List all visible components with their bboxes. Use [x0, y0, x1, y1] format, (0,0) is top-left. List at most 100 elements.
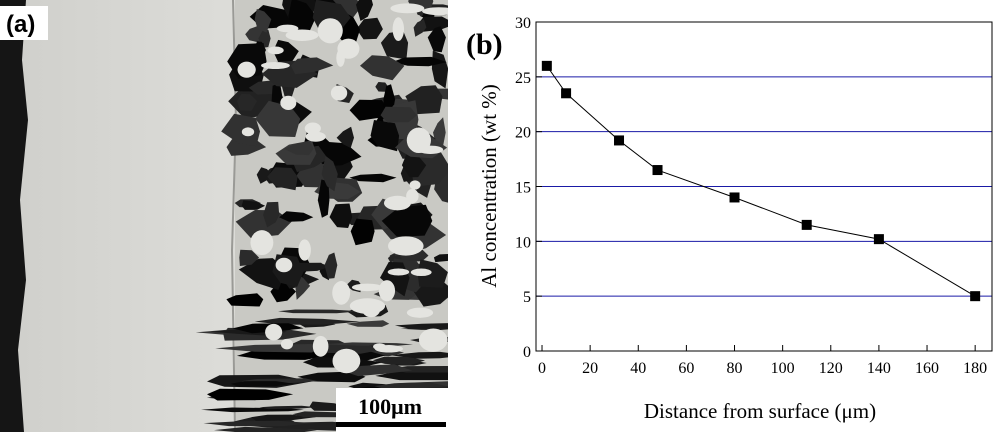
grain: [279, 211, 314, 222]
grain: [256, 167, 272, 184]
grain-light: [332, 348, 361, 374]
mount-edge: [0, 0, 28, 432]
x-tick-label: 60: [678, 360, 694, 377]
grain: [251, 414, 317, 422]
grain: [346, 320, 390, 327]
grain: [427, 26, 446, 53]
grain: [433, 253, 448, 263]
grain: [329, 203, 353, 228]
grain: [349, 99, 389, 121]
grain: [214, 426, 317, 432]
grain-light: [417, 145, 444, 154]
x-tick-label: 160: [915, 360, 939, 377]
plot-frame: [535, 21, 993, 352]
grain-light: [410, 268, 432, 277]
y-tick-label: 0: [523, 344, 531, 361]
grain-light: [330, 85, 348, 101]
grain: [321, 155, 338, 192]
grain: [380, 106, 417, 123]
grain: [221, 113, 260, 147]
marker: [970, 291, 981, 302]
grain-light: [332, 281, 351, 305]
grain-light: [392, 17, 405, 42]
grain-light: [305, 131, 326, 142]
grain-light: [349, 298, 386, 314]
grain-light: [422, 7, 448, 16]
grain: [433, 117, 446, 148]
grain: [317, 179, 330, 218]
grain-light: [373, 343, 386, 350]
grain: [267, 167, 298, 191]
x-axis-label: Distance from surface (μm): [644, 399, 876, 423]
grain: [226, 293, 264, 307]
grain: [215, 344, 324, 353]
grain: [356, 0, 373, 21]
grain-light: [280, 338, 294, 350]
grain: [236, 93, 258, 111]
grain: [356, 17, 383, 40]
scale-bar-label: 100μm: [358, 394, 422, 419]
grain: [375, 371, 448, 381]
grain: [259, 405, 317, 410]
grain-light: [280, 95, 297, 110]
grain: [203, 420, 314, 427]
grain: [417, 259, 448, 288]
grain: [254, 317, 361, 325]
marker: [561, 88, 572, 99]
x-tick-label: 120: [819, 360, 843, 377]
panel-label: (b): [466, 28, 503, 61]
marker: [801, 219, 812, 230]
y-axis-label: Al concentration (wt %): [477, 84, 501, 288]
panel-label: (a): [6, 11, 35, 38]
grain: [227, 43, 267, 79]
series-line: [546, 65, 976, 297]
x-tick-label: 80: [727, 360, 743, 377]
grain-light: [265, 323, 283, 341]
grain: [284, 141, 314, 156]
grain: [413, 19, 427, 37]
grain: [350, 218, 375, 246]
grain-light: [378, 280, 396, 302]
grain: [278, 309, 361, 314]
grain: [324, 252, 338, 279]
grain: [394, 323, 448, 329]
grain-light: [304, 122, 321, 135]
y-tick-label: 30: [515, 15, 531, 32]
grain-light: [406, 307, 434, 318]
y-tick-label: 10: [515, 234, 531, 251]
grain-light: [241, 127, 255, 137]
scale-bar: [336, 422, 446, 427]
grain-light: [390, 3, 425, 14]
y-tick-label: 15: [515, 180, 531, 197]
grain-light: [267, 46, 284, 55]
grain-light: [409, 180, 421, 190]
grain-light: [406, 188, 419, 204]
grain-light: [317, 18, 343, 44]
x-tick-label: 100: [771, 360, 795, 377]
grain: [349, 173, 397, 183]
grain-light: [261, 61, 290, 69]
grain-light: [387, 268, 410, 276]
grain: [370, 120, 400, 152]
grain: [401, 149, 427, 178]
marker: [652, 165, 663, 176]
grain-light: [237, 61, 256, 78]
y-tick-label: 25: [515, 70, 531, 87]
grain-light: [275, 257, 293, 273]
grain-light: [312, 335, 329, 357]
marker: [873, 234, 884, 245]
grain: [375, 82, 389, 92]
chart: (b) Distance from surface (μm) Al concen…: [466, 15, 993, 423]
x-tick-label: 20: [582, 360, 598, 377]
grain: [372, 356, 426, 366]
y-tick-label: 20: [515, 125, 531, 142]
grain-light: [418, 328, 448, 352]
grain-light: [276, 24, 299, 33]
grain-light: [387, 236, 424, 256]
marker: [729, 192, 740, 203]
grain: [283, 262, 328, 272]
panel-label-bg: [0, 6, 48, 40]
grain: [239, 249, 260, 266]
grain: [336, 126, 354, 148]
